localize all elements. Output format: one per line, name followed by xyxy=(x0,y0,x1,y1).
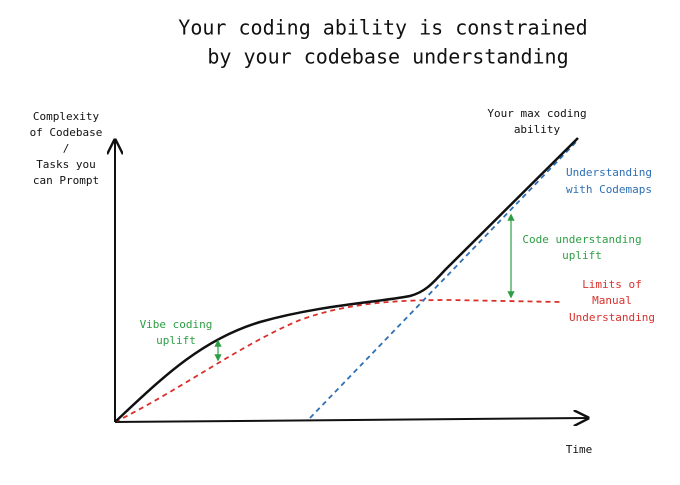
code-uplift-label: uplift xyxy=(562,249,602,262)
title-line: Your coding ability is constrained xyxy=(178,16,587,40)
manual-label: Understanding xyxy=(569,311,655,324)
vibe-uplift-label: Vibe coding xyxy=(140,318,213,331)
y-axis-label: Tasks you xyxy=(36,158,96,171)
manual-label: Manual xyxy=(592,294,632,307)
title-line: by your codebase understanding xyxy=(207,45,568,69)
codemaps-line xyxy=(309,139,579,419)
y-axis-label: Complexity xyxy=(33,110,100,123)
y-axis-label: of Codebase xyxy=(30,126,103,139)
y-axis-label: / xyxy=(63,142,70,155)
vibe-uplift-label: uplift xyxy=(156,334,196,347)
codemaps-label: with Codemaps xyxy=(566,183,652,196)
axes xyxy=(115,140,588,422)
max-ability-label: Your max coding xyxy=(487,107,586,120)
x-axis-label: Time xyxy=(566,443,593,456)
code-uplift-label: Code understanding xyxy=(522,233,641,246)
manual-curve xyxy=(114,299,561,423)
manual-label: Limits of xyxy=(582,278,642,291)
codemaps-label: Understanding xyxy=(566,166,652,179)
max-ability-curve xyxy=(114,137,579,423)
y-axis-label: can Prompt xyxy=(33,174,99,187)
max-ability-label: ability xyxy=(514,123,561,136)
